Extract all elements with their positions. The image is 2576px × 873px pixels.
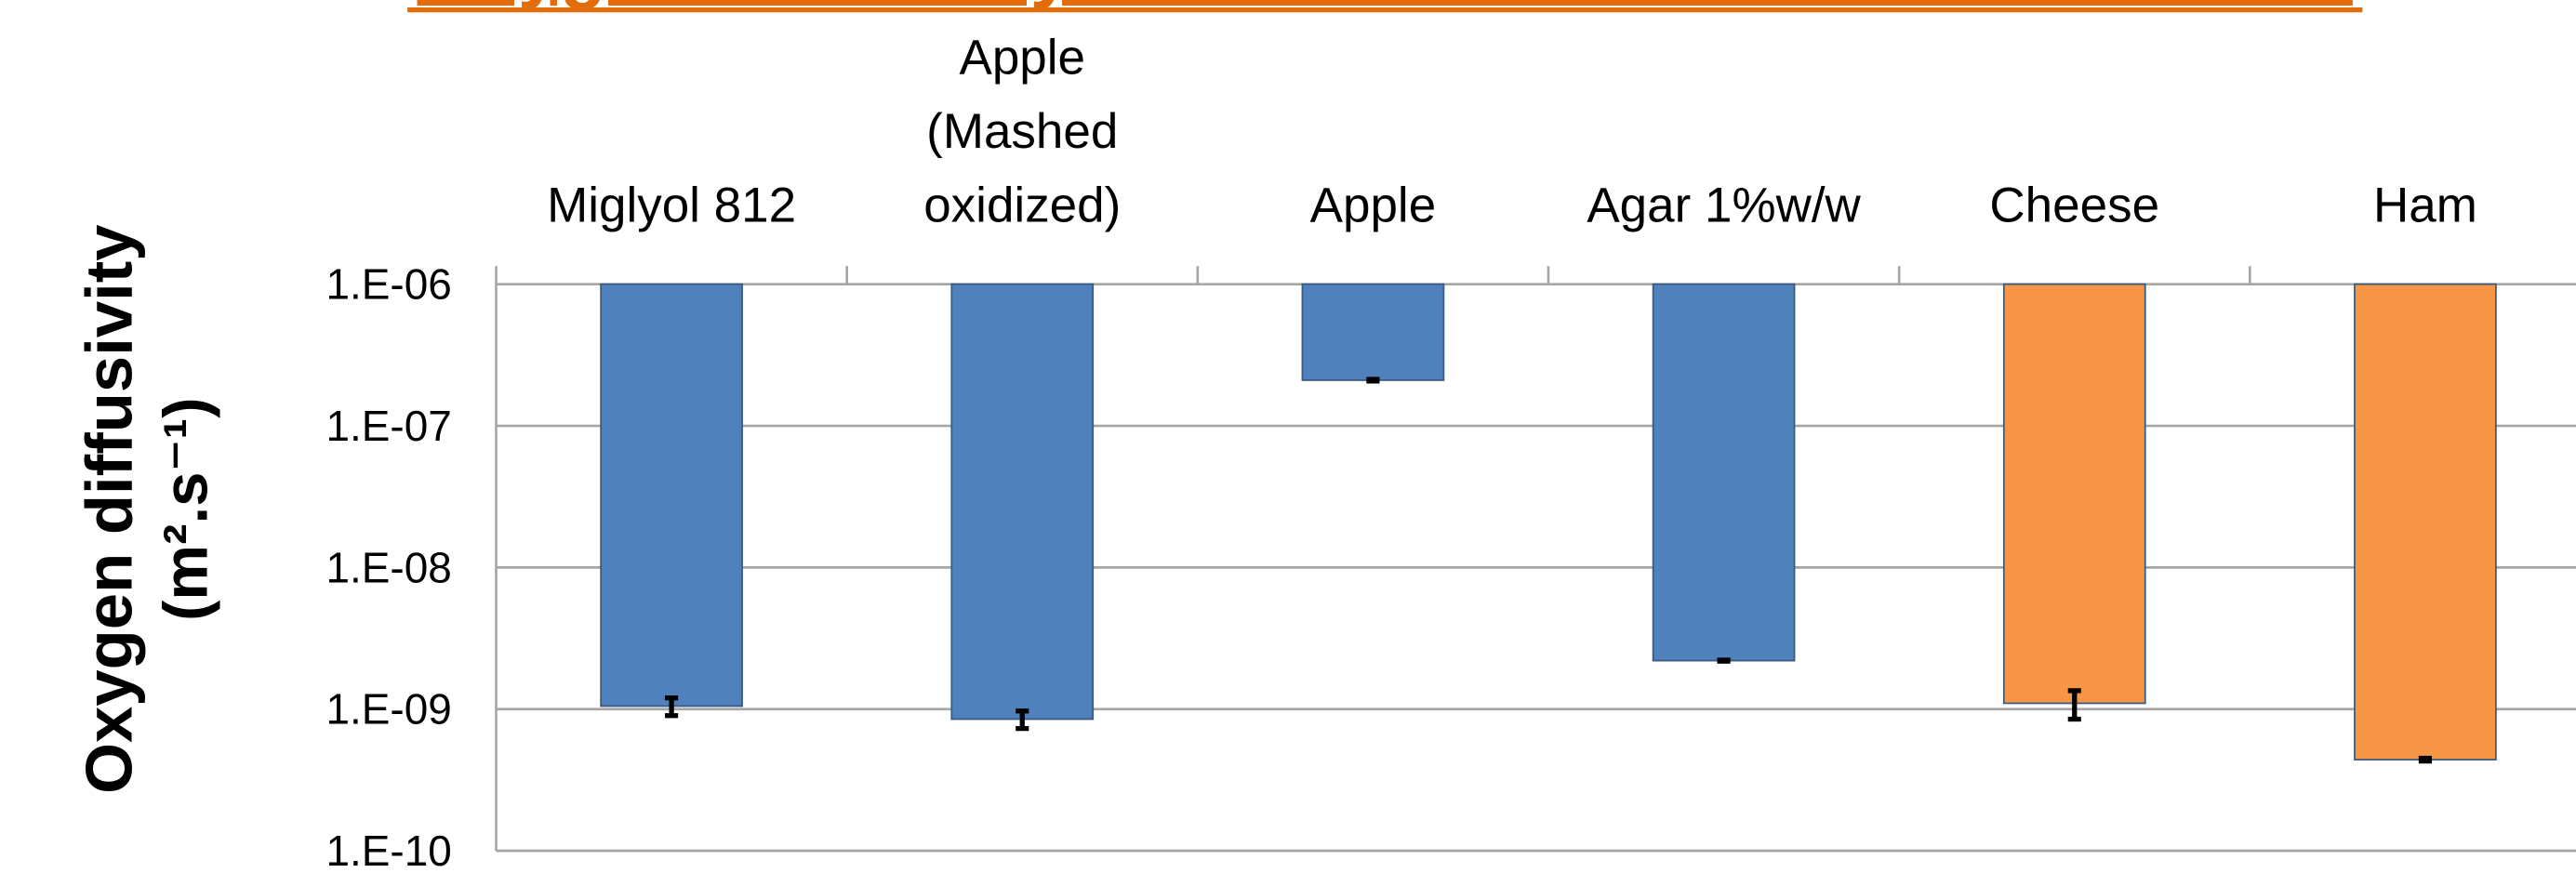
y-label-line: Oxygen diffusivity (72, 224, 145, 793)
x-tick-label: Cheese (1989, 179, 2159, 233)
bar (1652, 283, 1796, 662)
chart-title: Oxygen diffusivity in viscous and solid … (418, 0, 2353, 10)
y-axis-label: Oxygen diffusivity (m².s⁻¹) (72, 224, 220, 793)
y-label-line: (m².s⁻¹) (152, 397, 221, 621)
bar (1301, 283, 1445, 381)
bar (600, 283, 743, 708)
y-tick-label: 1.E-06 (325, 260, 451, 309)
y-tick-label: 1.E-07 (325, 402, 451, 450)
x-tick-label: Apple (Mashed oxidized) (923, 31, 1121, 233)
x-tick-label: Miglyol 812 (547, 179, 796, 233)
bar (950, 283, 1095, 721)
y-tick-label: 1.E-10 (325, 827, 451, 873)
bar (2002, 283, 2146, 705)
x-tick-label: Apple (1310, 179, 1437, 233)
bar (2354, 283, 2497, 761)
x-tick-label: Agar 1%w/w (1587, 179, 1861, 233)
y-tick-label: 1.E-08 (325, 543, 451, 591)
x-tick-label: Ham (2373, 179, 2477, 233)
y-tick-label: 1.E-09 (325, 685, 451, 734)
